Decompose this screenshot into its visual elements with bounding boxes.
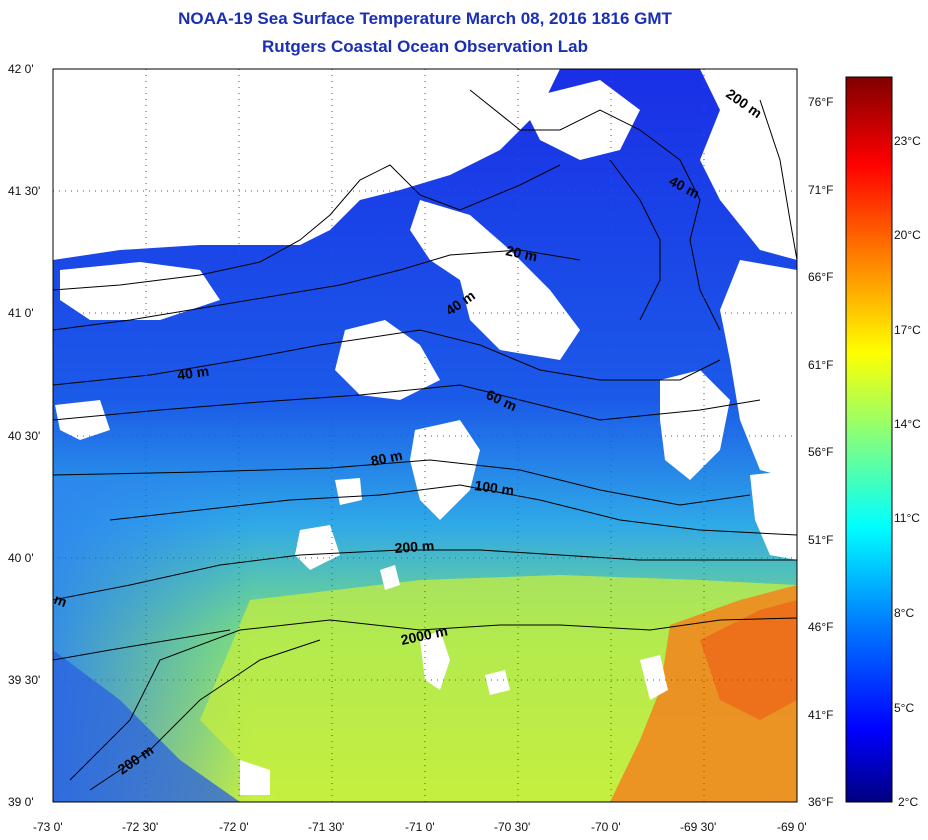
lon-label: -69 30' [680,820,717,834]
fahrenheit-label: 56°F [808,445,834,459]
contour-label: m [52,591,69,610]
map-title: NOAA-19 Sea Surface Temperature March 08… [178,9,672,28]
lat-label: 39 30' [8,673,41,687]
lat-label: 40 30' [8,429,41,443]
fahrenheit-label: 46°F [808,620,834,634]
celsius-label: 5°C [894,701,915,715]
contour-label: 100 m [474,477,516,498]
lon-label: -70 0' [591,820,621,834]
fahrenheit-label: 61°F [808,358,834,372]
celsius-label: 17°C [894,323,921,337]
lon-label: -71 30' [308,820,345,834]
fahrenheit-label: 51°F [808,533,834,547]
lon-label: -71 0' [405,820,435,834]
lon-label: -70 30' [494,820,531,834]
fahrenheit-label: 41°F [808,708,834,722]
celsius-label: 14°C [894,417,921,431]
celsius-label: 2°C [898,795,919,809]
lon-label: -72 0' [219,820,249,834]
fahrenheit-label: 66°F [808,270,834,284]
contour-label: 80 m [369,447,404,469]
map-subtitle: Rutgers Coastal Ocean Observation Lab [262,37,588,56]
contour-label: 20 m [504,242,539,264]
fahrenheit-label: 71°F [808,183,834,197]
lat-label: 39 0' [8,795,34,809]
lon-label: -72 30' [122,820,159,834]
lon-label: -73 0' [33,820,63,834]
lat-label: 41 30' [8,184,41,198]
fahrenheit-label: 76°F [808,95,834,109]
contour-label: 40 m [176,363,210,383]
celsius-label: 11°C [894,511,920,525]
fahrenheit-label: 36°F [808,795,834,809]
lat-label: 42 0' [8,62,34,76]
lat-label: 41 0' [8,306,34,320]
contour-label: 200 m [394,537,435,556]
celsius-label: 8°C [894,606,915,620]
lat-label: 40 0' [8,551,34,565]
colorbar [845,76,893,803]
sst-image [53,69,797,802]
celsius-label: 23°C [894,134,921,148]
celsius-label: 20°C [894,228,921,242]
lon-label: -69 0' [777,820,807,834]
